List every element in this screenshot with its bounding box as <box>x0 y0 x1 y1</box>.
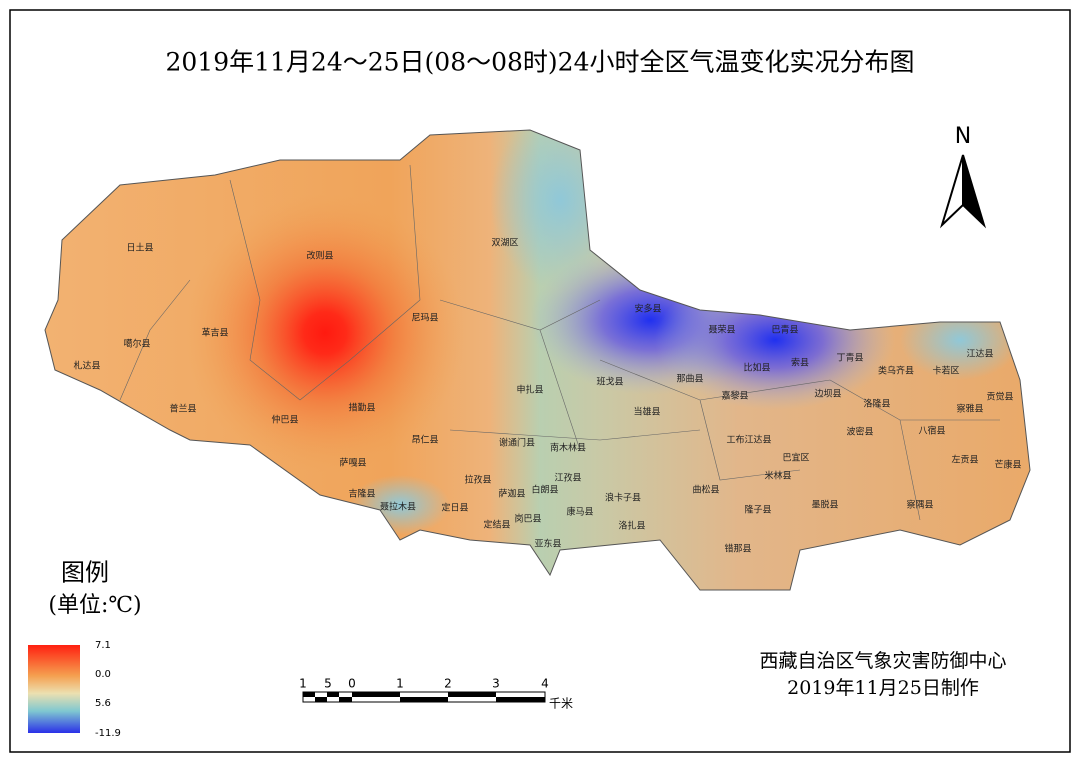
legend-colorbar <box>28 645 80 733</box>
county-label: 岗巴县 <box>514 514 541 525</box>
county-label: 洛扎县 <box>618 520 645 532</box>
legend-unit: (单位:℃) <box>48 593 141 618</box>
county-label: 曲松县 <box>692 484 719 496</box>
scale-label: 5 <box>324 677 332 691</box>
scale-label: 4 <box>541 677 549 691</box>
county-label: 萨嘎县 <box>339 458 366 469</box>
scale-label: 1 <box>396 677 404 691</box>
county-label: 边坝县 <box>814 389 841 400</box>
county-label: 八宿县 <box>918 425 945 437</box>
legend-title: 图例 <box>61 559 109 587</box>
legend-label: 7.1 <box>95 640 111 651</box>
county-label: 萨迦县 <box>498 488 525 500</box>
credit-date: 2019年11月25日制作 <box>787 677 979 699</box>
county-label: 隆子县 <box>744 504 771 516</box>
county-label: 江孜县 <box>554 472 581 484</box>
scale-label: 1 <box>299 677 307 691</box>
county-label: 谢通门县 <box>499 437 535 449</box>
county-label: 贡觉县 <box>986 392 1013 403</box>
county-label: 札达县 <box>73 360 100 372</box>
county-label: 尼玛县 <box>411 313 438 324</box>
county-label: 米林县 <box>764 470 791 482</box>
county-label: 错那县 <box>724 543 751 555</box>
county-label: 卡若区 <box>932 365 959 377</box>
legend-label: 5.6 <box>95 698 111 709</box>
county-label: 普兰县 <box>169 403 196 415</box>
county-label: 吉隆县 <box>348 488 375 500</box>
county-label: 巴宜区 <box>782 452 809 464</box>
county-label: 芒康县 <box>994 459 1021 471</box>
north-label: N <box>955 124 971 149</box>
county-label: 左贡县 <box>951 454 978 466</box>
legend-label: 0.0 <box>95 669 111 680</box>
county-label: 仲巴县 <box>271 414 298 426</box>
county-label: 察雅县 <box>956 403 983 415</box>
county-label: 白朗县 <box>531 484 558 496</box>
county-label: 浪卡子县 <box>605 492 641 504</box>
scale-unit: 千米 <box>549 697 573 711</box>
county-label: 聂拉木县 <box>380 501 416 513</box>
county-label: 康马县 <box>566 506 593 518</box>
scale-bar: 1 5 0 1 2 3 4千米 <box>299 677 573 711</box>
county-label: 巴青县 <box>771 324 798 336</box>
county-label: 江达县 <box>966 348 993 360</box>
county-boundaries <box>119 164 1000 521</box>
county-label: 安多县 <box>634 303 661 315</box>
temperature-surface <box>45 130 1030 590</box>
scale-label: 0 <box>348 677 356 691</box>
county-label: 班戈县 <box>596 376 623 388</box>
county-label: 措勤县 <box>348 402 375 414</box>
county-label: 索县 <box>791 357 809 369</box>
county-label: 墨脱县 <box>811 499 838 511</box>
county-label: 那曲县 <box>676 374 703 385</box>
county-label: 波密县 <box>846 426 873 438</box>
county-label: 察隅县 <box>906 499 933 511</box>
county-label: 嘉黎县 <box>721 390 748 402</box>
scale-label: 2 <box>444 677 452 691</box>
county-label: 丁青县 <box>836 352 863 364</box>
county-label: 比如县 <box>743 362 770 374</box>
north-arrow: N <box>939 124 987 229</box>
county-label: 类乌齐县 <box>878 365 914 377</box>
frame <box>9 9 1071 753</box>
map-title: 2019年11月24～25日(08～08时)24小时全区气温变化实况分布图 <box>165 48 914 77</box>
county-label: 申扎县 <box>516 384 543 396</box>
county-label: 工布江达县 <box>726 434 771 446</box>
county-label: 洛隆县 <box>863 398 890 410</box>
county-label: 拉孜县 <box>464 474 491 486</box>
county-label: 定日县 <box>441 502 468 514</box>
county-label: 昂仁县 <box>411 434 438 446</box>
county-label: 噶尔县 <box>123 338 150 350</box>
county-label: 改则县 <box>306 250 333 262</box>
county-label: 定结县 <box>483 519 510 531</box>
county-label: 亚东县 <box>534 538 561 550</box>
county-label: 南木林县 <box>550 442 586 454</box>
credit-org: 西藏自治区气象灾害防御中心 <box>759 650 1006 672</box>
county-label: 双湖区 <box>491 238 518 249</box>
legend-label: -11.9 <box>95 728 121 739</box>
county-label: 当雄县 <box>633 406 660 418</box>
county-label: 革吉县 <box>201 327 228 339</box>
county-label: 聂荣县 <box>708 324 735 336</box>
scale-label: 3 <box>492 677 500 691</box>
county-label: 日土县 <box>126 242 153 254</box>
